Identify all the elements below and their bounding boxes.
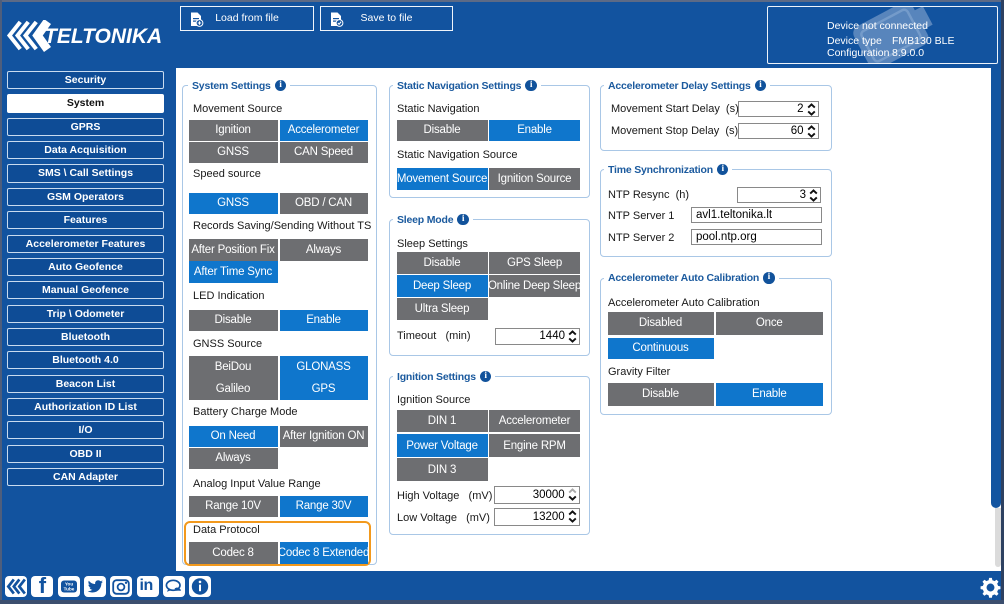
svg-text:You: You — [64, 582, 73, 587]
svg-text:Tube: Tube — [63, 587, 74, 592]
